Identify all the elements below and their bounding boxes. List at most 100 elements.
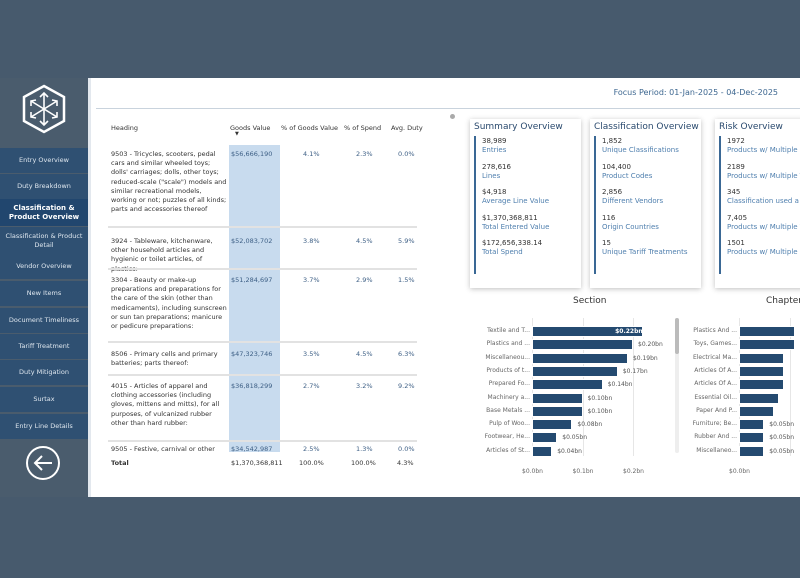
kpi: 278,616 Lines: [482, 163, 511, 182]
total-goods-value: $1,370,368,811: [231, 459, 283, 467]
goods-value-highlight: [229, 145, 280, 452]
logo-icon: [22, 84, 66, 134]
main-panel: Focus Period: 01-Jan-2025 - 04-Dec-2025 …: [88, 78, 800, 497]
row-pct-spend: 4.5%: [356, 237, 373, 245]
bar[interactable]: [739, 379, 785, 391]
data-label: $0.05bn: [562, 434, 588, 442]
gridline: [633, 318, 634, 456]
data-label: $0.08bn: [577, 421, 603, 429]
total-pct-goods: 100.0%: [299, 459, 324, 467]
bar[interactable]: [739, 365, 785, 377]
kpi-label: Average Line Value: [482, 197, 550, 206]
kpi: 15 Unique Tariff Treatments: [602, 239, 687, 258]
data-label: $0.22bn: [615, 328, 643, 335]
sidebar-item[interactable]: Duty Mitigation: [0, 360, 88, 385]
row-heading: 3304 - Beauty or make-up preparations an…: [111, 276, 227, 331]
sidebar-item[interactable]: Document Timeliness: [0, 308, 88, 333]
row-divider: [108, 341, 417, 343]
category-label: Essential Oil...: [694, 393, 737, 401]
category-label: Paper And P...: [696, 406, 737, 414]
sidebar-item[interactable]: Classification & Product Overview: [0, 199, 88, 226]
card-accent-bar: [474, 136, 476, 274]
col-pct-goods[interactable]: % of Goods Value: [281, 124, 338, 132]
bar[interactable]: [739, 445, 765, 457]
category-label: Rubber And ...: [694, 433, 737, 441]
bar[interactable]: [532, 379, 603, 391]
data-label: $0.19bn: [632, 354, 658, 362]
kpi-label: Products w/ Multiple C: [727, 146, 800, 155]
kpi: 7,405 Products w/ Multiple V: [727, 214, 800, 233]
sidebar-item[interactable]: Entry Overview: [0, 148, 88, 173]
sidebar-item[interactable]: Surtax: [0, 387, 88, 412]
x-tick-label: $0.1bn: [572, 468, 594, 475]
category-label: Footwear, He...: [484, 433, 530, 441]
bar[interactable]: [739, 392, 780, 404]
kpi-label: Origin Countries: [602, 222, 659, 231]
bar[interactable]: [532, 392, 583, 404]
kpi-label: Lines: [482, 171, 501, 180]
bar[interactable]: [532, 419, 573, 431]
sidebar-item[interactable]: Vendor Overview: [0, 254, 88, 279]
row-pct-spend: 3.2%: [356, 382, 373, 390]
scrollbar-thumb[interactable]: [675, 318, 679, 354]
kpi-value: $1,370,368,811: [482, 213, 538, 222]
kpi-value: 1972: [727, 137, 745, 145]
bar[interactable]: [739, 352, 785, 364]
kpi: 38,989 Entries: [482, 137, 507, 156]
kpi-label: Unique Tariff Treatments: [602, 248, 688, 257]
bar[interactable]: [739, 405, 775, 417]
arrow-left-circle-icon: [33, 455, 52, 471]
category-label: Prepared Fo...: [488, 380, 530, 388]
bar[interactable]: [532, 405, 583, 417]
row-heading: 9503 - Tricycles, scooters, pedal cars a…: [111, 150, 227, 214]
row-goods-value: $51,284,697: [231, 276, 273, 284]
sidebar-item[interactable]: New Items: [0, 281, 88, 306]
category-label: Furniture; Be...: [692, 420, 737, 428]
bar[interactable]: [532, 445, 553, 457]
chart-title: Chapter: [766, 296, 800, 306]
sidebar-item[interactable]: Entry Line Details: [0, 414, 88, 439]
bar[interactable]: [532, 326, 644, 337]
bar[interactable]: [739, 419, 765, 431]
back-button[interactable]: [26, 446, 60, 480]
row-divider: [108, 440, 417, 442]
kpi-value: $172,656,338.14: [482, 239, 543, 247]
col-goods-value[interactable]: Goods Value: [230, 124, 271, 132]
bar[interactable]: [532, 352, 628, 364]
sort-desc-icon: ▼: [235, 131, 239, 137]
row-pct-spend: 2.9%: [356, 276, 373, 284]
kpi-value: 2,856: [602, 188, 623, 196]
kpi-label: Products w/ Multiple T: [727, 171, 800, 180]
bar[interactable]: [532, 432, 558, 444]
data-label: $0.20bn: [638, 341, 663, 349]
col-avg-duty[interactable]: Avg. Duty: [391, 124, 423, 132]
sidebar-item[interactable]: Duty Breakdown: [0, 174, 88, 199]
bar[interactable]: [532, 365, 618, 377]
kpi-value: 104,400: [602, 162, 631, 171]
category-label: Pulp of Woo...: [489, 420, 530, 428]
row-heading: 9505 - Festive, carnival or other: [111, 445, 215, 453]
bar[interactable]: [739, 432, 765, 444]
bar[interactable]: [532, 339, 633, 351]
bar[interactable]: [739, 326, 795, 337]
row-pct-spend: 4.5%: [356, 350, 373, 358]
col-pct-spend[interactable]: % of Spend: [344, 124, 382, 132]
col-heading[interactable]: Heading: [111, 124, 139, 132]
kpi-label: Unique Classifications: [602, 146, 679, 155]
data-label: $0.14bn: [607, 381, 633, 389]
category-label: Electrical Ma...: [692, 353, 737, 361]
kpi: 345 Classification used a s: [727, 188, 800, 207]
data-label: $0.17bn: [622, 367, 648, 375]
x-tick-label: $0.0bn: [729, 468, 750, 475]
overview-card: Classification Overview 1,852 Unique Class…: [590, 119, 701, 288]
category-label: Machinery a...: [487, 393, 530, 401]
bar[interactable]: [739, 339, 795, 351]
sidebar-item[interactable]: Tariff Treatment: [0, 334, 88, 359]
sidebar-item[interactable]: Classification & Product Detail: [0, 227, 88, 254]
more-options-icon[interactable]: [450, 114, 455, 119]
data-label: $0.10bn: [587, 407, 613, 415]
category-label: Plastics And ...: [693, 327, 737, 334]
x-tick-label: $0.2bn: [623, 468, 644, 475]
kpi-label: Entries: [482, 146, 507, 155]
chart-scrollbar[interactable]: [675, 318, 679, 453]
